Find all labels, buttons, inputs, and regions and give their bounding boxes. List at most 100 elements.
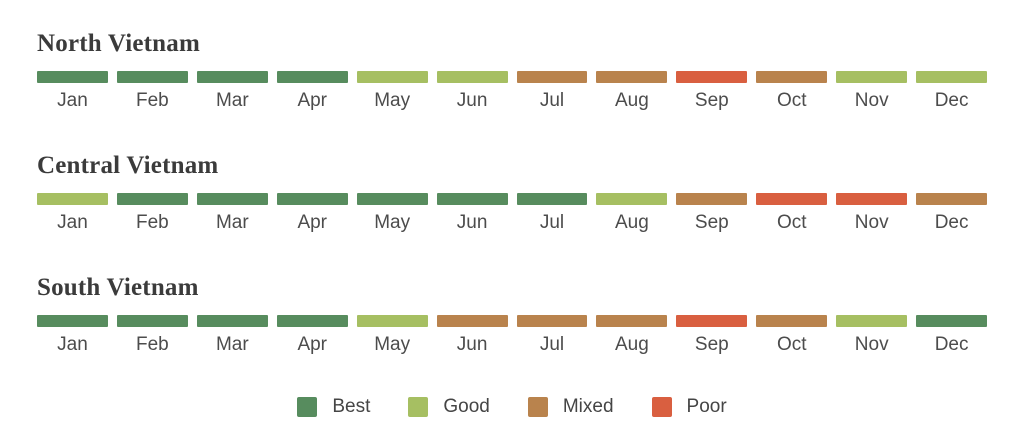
month-cell: Apr xyxy=(276,71,348,112)
month-cell: Nov xyxy=(836,315,908,356)
month-label: Apr xyxy=(297,334,328,355)
month-rating-bar xyxy=(276,315,348,327)
month-label: Nov xyxy=(854,212,889,233)
month-cell: Jun xyxy=(436,193,508,234)
month-label: Mar xyxy=(215,212,249,233)
month-cell: Nov xyxy=(836,71,908,112)
month-rating-bar xyxy=(516,315,588,327)
month-cell: Oct xyxy=(756,193,828,234)
month-cell: May xyxy=(356,71,428,112)
month-row: Jan Feb Mar Apr May Jun Jul Aug Sep Oct xyxy=(37,71,988,112)
month-label: Mar xyxy=(215,334,249,355)
month-rating-bar xyxy=(196,315,268,327)
month-rating-bar xyxy=(356,193,428,205)
month-cell: Mar xyxy=(196,315,268,356)
month-cell: Jan xyxy=(37,193,108,234)
month-label: Jul xyxy=(539,90,565,111)
month-rating-bar xyxy=(596,315,668,327)
month-rating-bar xyxy=(116,315,188,327)
month-cell: Sep xyxy=(676,315,748,356)
month-cell: Feb xyxy=(116,193,188,234)
month-rating-bar xyxy=(916,193,988,205)
month-cell: Jun xyxy=(436,71,508,112)
month-label: Jun xyxy=(456,90,488,111)
month-label: Jul xyxy=(539,212,565,233)
month-rating-bar xyxy=(116,71,188,83)
legend: Best Good Mixed Poor xyxy=(0,396,1024,418)
month-label: Jun xyxy=(456,334,488,355)
month-label: Dec xyxy=(934,334,969,355)
month-label: Sep xyxy=(694,90,729,111)
month-label: Dec xyxy=(934,90,969,111)
month-label: Nov xyxy=(854,334,889,355)
month-row: Jan Feb Mar Apr May Jun Jul Aug Sep Oct xyxy=(37,193,988,234)
month-cell: Apr xyxy=(276,193,348,234)
month-label: May xyxy=(374,334,411,355)
month-label: Jan xyxy=(57,212,88,233)
month-rating-bar xyxy=(676,71,748,83)
legend-swatch xyxy=(297,397,318,417)
month-rating-bar xyxy=(756,71,828,83)
month-rating-bar xyxy=(436,71,508,83)
month-rating-bar xyxy=(516,193,588,205)
month-label: Feb xyxy=(136,212,169,233)
legend-swatch xyxy=(527,397,548,417)
month-rating-bar xyxy=(836,315,908,327)
region-section: Central Vietnam Jan Feb Mar Apr May Jun … xyxy=(37,152,988,234)
legend-label: Good xyxy=(443,396,490,417)
month-label: Oct xyxy=(776,334,807,355)
month-cell: Dec xyxy=(916,193,988,234)
legend-label: Poor xyxy=(686,396,727,417)
month-rating-bar xyxy=(756,315,828,327)
legend-swatch xyxy=(651,397,672,417)
month-label: Jan xyxy=(57,90,88,111)
month-rating-bar xyxy=(596,193,668,205)
month-cell: May xyxy=(356,315,428,356)
month-label: Nov xyxy=(854,90,889,111)
month-rating-bar xyxy=(596,71,668,83)
month-label: Apr xyxy=(297,212,328,233)
month-cell: Aug xyxy=(596,193,668,234)
month-label: Aug xyxy=(615,334,649,355)
month-cell: Jan xyxy=(37,315,108,356)
legend-label: Best xyxy=(332,396,371,417)
region-list: North Vietnam Jan Feb Mar Apr May Jun Ju… xyxy=(37,30,988,356)
month-rating-bar xyxy=(356,315,428,327)
month-label: Jul xyxy=(539,334,565,355)
month-rating-bar xyxy=(196,71,268,83)
month-label: Oct xyxy=(776,90,807,111)
month-rating-bar xyxy=(276,71,348,83)
month-label: Dec xyxy=(934,212,969,233)
month-rating-bar xyxy=(916,315,988,327)
month-rating-bar xyxy=(676,193,748,205)
month-label: Apr xyxy=(297,90,328,111)
month-cell: Jan xyxy=(37,71,108,112)
month-rating-bar xyxy=(836,71,908,83)
legend-item: Poor xyxy=(651,396,727,418)
legend-label: Mixed xyxy=(562,396,614,417)
month-label: Jan xyxy=(57,334,88,355)
month-rating-bar xyxy=(916,71,988,83)
month-label: May xyxy=(374,212,411,233)
month-cell: Nov xyxy=(836,193,908,234)
month-rating-bar xyxy=(356,71,428,83)
month-rating-bar xyxy=(436,315,508,327)
month-cell: Mar xyxy=(196,71,268,112)
month-cell: Sep xyxy=(676,193,748,234)
month-rating-bar xyxy=(676,315,748,327)
month-cell: Oct xyxy=(756,315,828,356)
month-cell: Jul xyxy=(516,71,588,112)
month-rating-bar xyxy=(116,193,188,205)
legend-item: Good xyxy=(408,396,490,418)
month-rating-bar xyxy=(37,193,108,205)
month-label: Sep xyxy=(694,334,729,355)
month-label: May xyxy=(374,90,411,111)
legend-swatch xyxy=(408,397,429,417)
month-cell: Dec xyxy=(916,71,988,112)
month-cell: Aug xyxy=(596,71,668,112)
month-label: Jun xyxy=(456,212,488,233)
region-section: South Vietnam Jan Feb Mar Apr May Jun Ju… xyxy=(37,274,988,356)
legend-item: Best xyxy=(297,396,370,418)
month-label: Feb xyxy=(136,90,169,111)
